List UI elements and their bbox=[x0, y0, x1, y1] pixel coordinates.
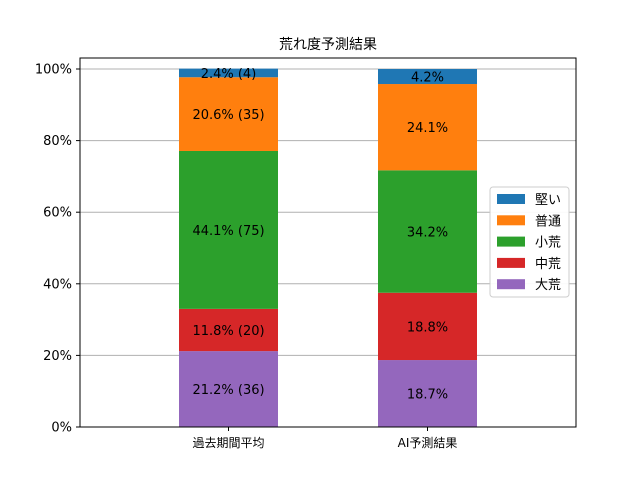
x-tick-label: AI予測結果 bbox=[398, 436, 458, 450]
bars bbox=[179, 68, 477, 427]
x-tick-label: 過去期間平均 bbox=[192, 436, 264, 450]
legend-label: 小荒 bbox=[535, 236, 561, 251]
y-tick-label: 40% bbox=[43, 277, 72, 292]
data-label: 34.2% bbox=[407, 226, 448, 241]
legend-label: 普通 bbox=[535, 214, 561, 229]
legend-swatch bbox=[497, 257, 525, 268]
y-axis: 0% 20% 40% 60% 80% 100% bbox=[35, 63, 80, 436]
legend-label: 大荒 bbox=[535, 278, 561, 293]
x-axis: 過去期間平均 AI予測結果 bbox=[192, 427, 457, 450]
plot-frame bbox=[79, 57, 577, 428]
legend-label: 中荒 bbox=[535, 257, 561, 272]
bar-segment bbox=[179, 68, 278, 78]
data-label: 24.1% bbox=[407, 121, 448, 136]
data-label: 44.1% (75) bbox=[192, 224, 264, 239]
bar-segment bbox=[179, 351, 278, 427]
y-tick-label: 0% bbox=[51, 421, 72, 436]
data-label: 4.2% bbox=[411, 71, 444, 86]
bar-segment bbox=[179, 77, 278, 151]
bar-segment bbox=[378, 84, 477, 171]
data-label: 20.6% (35) bbox=[192, 108, 264, 123]
legend-swatch bbox=[497, 194, 525, 204]
data-label: 21.2% (36) bbox=[192, 383, 264, 398]
legend-box bbox=[489, 186, 570, 298]
bar-segment bbox=[179, 308, 278, 352]
bar-segment bbox=[378, 170, 477, 293]
data-label: 11.8% (20) bbox=[192, 324, 264, 339]
data-label: 18.7% bbox=[407, 388, 448, 403]
bar-segment bbox=[378, 69, 477, 85]
legend-swatch bbox=[497, 236, 525, 247]
bar-segment bbox=[378, 360, 477, 427]
y-tick-label: 80% bbox=[43, 134, 72, 149]
y-tick-label: 100% bbox=[35, 63, 72, 78]
y-tick-label: 20% bbox=[43, 349, 72, 364]
chart-title: 荒れ度予測結果 bbox=[279, 37, 377, 53]
legend-label: 堅い bbox=[535, 193, 561, 208]
legend-swatch bbox=[497, 215, 525, 226]
y-tick-label: 60% bbox=[43, 206, 72, 221]
bar-labels: 21.2% (36) 11.8% (20) 44.1% (75) 20.6% (35)… bbox=[192, 67, 448, 403]
data-label: 2.4% (4) bbox=[201, 67, 257, 82]
legend-swatch bbox=[497, 279, 525, 290]
data-label: 18.8% bbox=[407, 320, 448, 335]
bar-segment bbox=[179, 150, 278, 309]
bar-segment bbox=[378, 292, 477, 361]
